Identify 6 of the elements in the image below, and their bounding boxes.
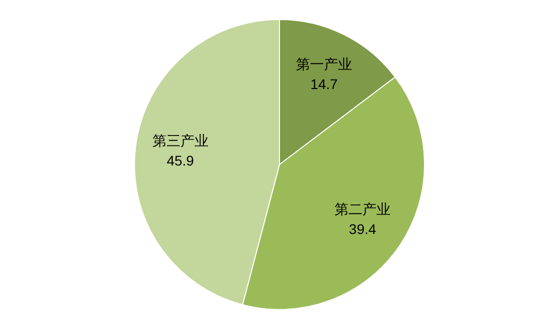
data-label: 39.4 xyxy=(348,221,376,238)
data-label: 45.9 xyxy=(166,152,194,169)
slice-label: 第三产业 xyxy=(152,134,208,150)
slice-label: 第二产业 xyxy=(334,202,391,218)
data-label: 14.7 xyxy=(310,76,338,92)
slice-label: 第一产业 xyxy=(296,56,352,73)
